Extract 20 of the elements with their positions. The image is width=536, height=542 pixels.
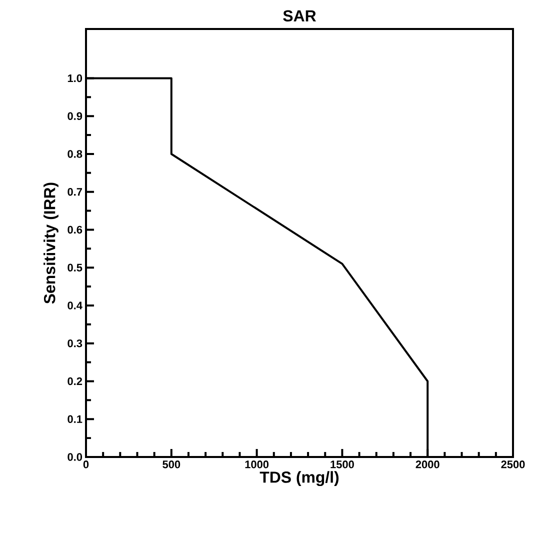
y-tick-label: 1.0 bbox=[68, 74, 82, 82]
y-tick-label: 0.0 bbox=[68, 453, 82, 461]
x-tick-label: 2000 bbox=[416, 460, 440, 468]
y-tick-label: 0.6 bbox=[68, 226, 82, 234]
y-tick-label: 0.7 bbox=[68, 188, 82, 196]
x-tick-label: 0 bbox=[83, 460, 89, 468]
x-tick-label: 500 bbox=[162, 460, 180, 468]
chart-title: SAR bbox=[283, 10, 316, 22]
x-tick-label: 1500 bbox=[330, 460, 354, 468]
y-tick-label: 0.9 bbox=[68, 112, 82, 120]
x-axis-title: TDS (mg/l) bbox=[260, 471, 339, 486]
y-tick-label: 0.5 bbox=[68, 264, 82, 272]
y-axis-title: Sensitivity (IRR) bbox=[44, 182, 58, 304]
y-tick-label: 0.2 bbox=[68, 377, 82, 386]
y-tick-label: 0.8 bbox=[68, 150, 82, 158]
y-tick-label: 0.3 bbox=[68, 339, 82, 348]
y-tick-label: 0.4 bbox=[68, 302, 82, 310]
x-tick-label: 2500 bbox=[501, 460, 525, 468]
x-tick-label: 1000 bbox=[245, 460, 269, 468]
y-tick-label: 0.1 bbox=[68, 415, 82, 424]
